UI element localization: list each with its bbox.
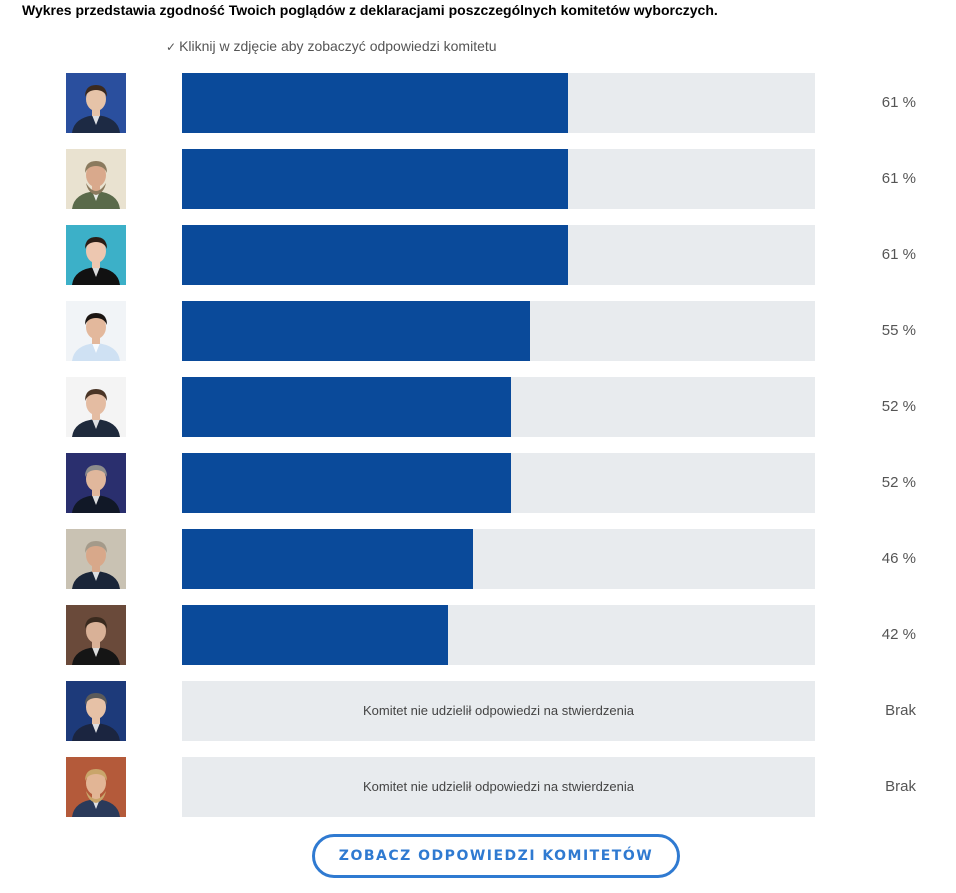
chart-row: Komitet nie udzielił odpowiedzi na stwie…: [0, 681, 956, 741]
committee-photo[interactable]: [66, 605, 126, 665]
portrait-image: [66, 453, 126, 513]
value-label: 46 %: [881, 550, 916, 567]
committee-photo[interactable]: [66, 681, 126, 741]
committee-photo[interactable]: [66, 453, 126, 513]
committee-photo[interactable]: [66, 73, 126, 133]
portrait-image: [66, 225, 126, 285]
chart-row: 61 %: [0, 73, 956, 133]
chart-row: 61 %: [0, 225, 956, 285]
committee-photo[interactable]: [66, 757, 126, 817]
chart-row: 46 %: [0, 529, 956, 589]
bar-track: [182, 529, 815, 589]
bar-track: Komitet nie udzielił odpowiedzi na stwie…: [182, 757, 815, 817]
checkmark-icon: ✓: [166, 40, 177, 54]
bar: [182, 529, 473, 589]
value-label: 61 %: [881, 246, 916, 263]
portrait-image: [66, 377, 126, 437]
portrait-image: [66, 73, 126, 133]
see-committee-answers-button[interactable]: ZOBACZ ODPOWIEDZI KOMITETÓW: [312, 834, 680, 878]
chart-row: 42 %: [0, 605, 956, 665]
bar-track: [182, 605, 815, 665]
portrait-image: [66, 529, 126, 589]
chart-row: Komitet nie udzielił odpowiedzi na stwie…: [0, 757, 956, 817]
bar: [182, 73, 568, 133]
committee-photo[interactable]: [66, 301, 126, 361]
bar: [182, 453, 511, 513]
value-label: 52 %: [881, 474, 916, 491]
chart-row: 52 %: [0, 377, 956, 437]
portrait-image: [66, 301, 126, 361]
portrait-image: [66, 605, 126, 665]
chart-row: 55 %: [0, 301, 956, 361]
value-label: Brak: [885, 702, 916, 719]
committee-photo[interactable]: [66, 225, 126, 285]
portrait-image: [66, 149, 126, 209]
bar: [182, 225, 568, 285]
bar: [182, 377, 511, 437]
value-label: 61 %: [881, 170, 916, 187]
value-label: Brak: [885, 778, 916, 795]
value-label: 55 %: [881, 322, 916, 339]
no-answer-text: Komitet nie udzielił odpowiedzi na stwie…: [363, 703, 634, 718]
chart-row: 52 %: [0, 453, 956, 513]
hint-text: ✓ Kliknij w zdjęcie aby zobaczyć odpowied…: [166, 38, 497, 54]
bar-track: [182, 149, 815, 209]
value-label: 61 %: [881, 94, 916, 111]
bar-track: [182, 377, 815, 437]
committee-photo[interactable]: [66, 529, 126, 589]
portrait-image: [66, 681, 126, 741]
bar: [182, 605, 448, 665]
hint-label: Kliknij w zdjęcie aby zobaczyć odpowiedz…: [179, 38, 497, 54]
bar: [182, 301, 530, 361]
value-label: 42 %: [881, 626, 916, 643]
bar-track: [182, 225, 815, 285]
bar-track: [182, 453, 815, 513]
value-label: 52 %: [881, 398, 916, 415]
page-title: Wykres przedstawia zgodność Twoich poglą…: [22, 2, 718, 18]
chart-row: 61 %: [0, 149, 956, 209]
committee-photo[interactable]: [66, 149, 126, 209]
bar: [182, 149, 568, 209]
bar-track: Komitet nie udzielił odpowiedzi na stwie…: [182, 681, 815, 741]
bar-track: [182, 301, 815, 361]
bar-track: [182, 73, 815, 133]
no-answer-text: Komitet nie udzielił odpowiedzi na stwie…: [363, 779, 634, 794]
committee-photo[interactable]: [66, 377, 126, 437]
portrait-image: [66, 757, 126, 817]
